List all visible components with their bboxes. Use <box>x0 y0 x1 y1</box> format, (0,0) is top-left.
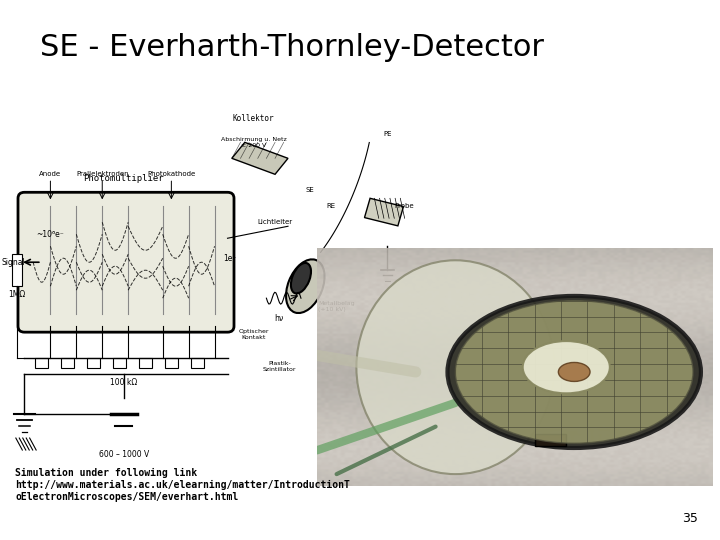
Text: PE: PE <box>383 131 392 137</box>
Bar <box>35 358 48 368</box>
Text: Signal: Signal <box>2 258 25 267</box>
Text: Simulation under following link: Simulation under following link <box>15 468 197 478</box>
Text: Kollektor: Kollektor <box>233 114 274 123</box>
Ellipse shape <box>291 263 311 293</box>
Bar <box>191 358 204 368</box>
Bar <box>139 358 152 368</box>
Text: Abschirmung u. Netz
± 200 V: Abschirmung u. Netz ± 200 V <box>220 137 287 148</box>
Bar <box>61 358 74 368</box>
Circle shape <box>456 301 693 443</box>
Text: oElectronMicroscopes/SEM/everhart.html: oElectronMicroscopes/SEM/everhart.html <box>15 492 238 502</box>
Text: Optischer
Kontakt: Optischer Kontakt <box>238 329 269 340</box>
FancyBboxPatch shape <box>18 192 234 332</box>
Polygon shape <box>232 143 288 174</box>
Text: Prallelektroden: Prallelektroden <box>76 171 129 177</box>
Text: http://www.materials.ac.uk/elearning/matter/IntroductionT: http://www.materials.ac.uk/elearning/mat… <box>15 480 350 490</box>
Circle shape <box>559 362 590 381</box>
Text: Photokathode: Photokathode <box>147 171 196 177</box>
Text: Photomultiplier: Photomultiplier <box>84 174 164 183</box>
Circle shape <box>523 341 610 393</box>
Text: hν: hν <box>275 314 284 323</box>
Bar <box>534 434 566 445</box>
Text: RE: RE <box>327 203 336 210</box>
Text: Probe: Probe <box>395 203 415 210</box>
Text: Plastik-
Szintillator: Plastik- Szintillator <box>263 361 296 372</box>
Ellipse shape <box>356 260 554 474</box>
Bar <box>12 254 22 286</box>
Text: SE: SE <box>305 187 314 193</box>
Bar <box>113 358 126 368</box>
Bar <box>87 358 100 368</box>
Text: Lichtleiter: Lichtleiter <box>258 219 293 225</box>
Circle shape <box>448 296 701 448</box>
Text: 1MΩ: 1MΩ <box>9 289 25 299</box>
Text: Anode: Anode <box>40 171 61 177</box>
Text: Metallbelag
(+10 kV): Metallbelag (+10 kV) <box>318 301 355 312</box>
Text: 1e⁻: 1e⁻ <box>223 254 237 263</box>
Text: 35: 35 <box>682 512 698 525</box>
Text: 600 – 1000 V: 600 – 1000 V <box>99 449 149 458</box>
Bar <box>364 198 403 226</box>
Text: 100 kΩ: 100 kΩ <box>110 377 138 387</box>
Bar <box>165 358 178 368</box>
Text: ~10⁶e⁻: ~10⁶e⁻ <box>37 230 64 239</box>
Text: SE - Everharth-Thornley-Detector: SE - Everharth-Thornley-Detector <box>40 33 544 63</box>
Ellipse shape <box>286 259 325 313</box>
